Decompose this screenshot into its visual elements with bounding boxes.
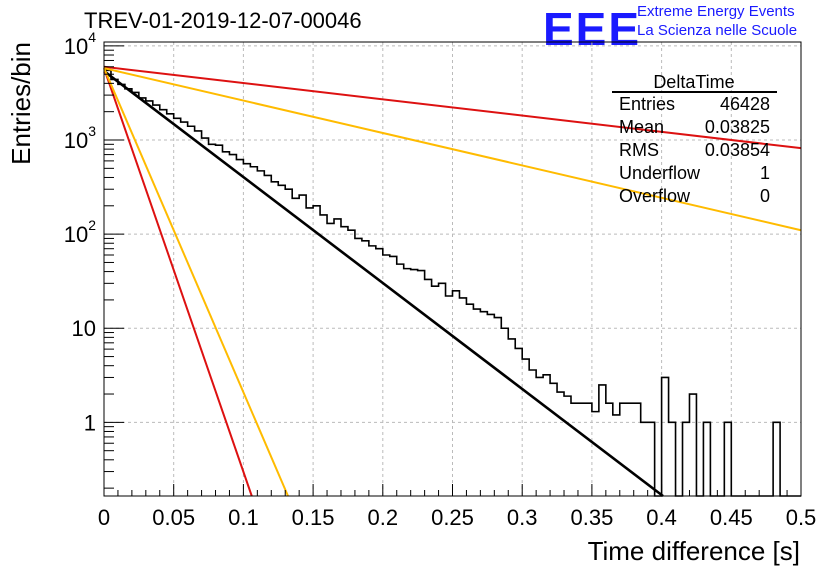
yellow-line-fast <box>103 67 289 497</box>
x-tick-label: 0 <box>98 505 110 530</box>
y-axis-label: Entries/bin <box>6 42 36 165</box>
org-name-line1: Extreme Energy Events <box>637 3 795 20</box>
x-axis: 0 0.05 0.1 0.15 0.2 0.25 0.3 0.35 0.4 0.45 0.5 <box>98 484 816 530</box>
stats-value: 1 <box>760 163 770 183</box>
x-tick-label: 0.3 <box>507 505 538 530</box>
fit-lines <box>103 65 802 498</box>
org-name-line2: La Scienza nelle Scuole <box>637 22 798 39</box>
stats-label: Overflow <box>619 186 691 206</box>
x-tick-label: 0.45 <box>710 505 753 530</box>
histogram-series <box>104 69 801 497</box>
y-tick-label: 10 <box>72 316 96 341</box>
stats-value: 46428 <box>720 94 770 114</box>
y-tick-label: 102 <box>64 217 96 247</box>
x-tick-label: 0.1 <box>228 505 259 530</box>
x-tick-label: 0.4 <box>646 505 677 530</box>
grid-lines <box>104 42 801 496</box>
stats-label: Entries <box>619 94 675 114</box>
stats-value: 0.03825 <box>705 117 770 137</box>
stats-title: DeltaTime <box>653 72 734 92</box>
stats-label: Mean <box>619 117 664 137</box>
stats-value: 0 <box>760 186 770 206</box>
fit-line <box>103 70 664 498</box>
stats-label: RMS <box>619 140 659 160</box>
y-tick-label: 103 <box>64 123 96 153</box>
stats-value: 0.03854 <box>705 140 770 160</box>
x-tick-label: 0.5 <box>786 505 817 530</box>
red-line-slow <box>103 65 802 150</box>
histogram-bins <box>104 69 801 497</box>
y-tick-label: 1 <box>84 410 96 435</box>
x-tick-label: 0.15 <box>292 505 335 530</box>
x-tick-label: 0.25 <box>431 505 474 530</box>
x-tick-label: 0.2 <box>368 505 399 530</box>
stats-label: Underflow <box>619 163 701 183</box>
red-line-fast <box>103 67 253 497</box>
y-tick-label: 104 <box>64 29 96 59</box>
x-tick-label: 0.05 <box>152 505 195 530</box>
x-tick-label: 0.35 <box>570 505 613 530</box>
stats-box: DeltaTime Entries 46428 Mean 0.03825 RMS… <box>612 72 777 206</box>
x-axis-label: Time difference [s] <box>588 536 800 566</box>
y-tick-exponent: 4 <box>88 29 96 45</box>
yellow-line-slow <box>103 67 802 232</box>
y-tick-exponent: 3 <box>88 123 96 139</box>
y-tick-exponent: 2 <box>88 217 96 233</box>
chart-title: TREV-01-2019-12-07-00046 <box>84 8 362 33</box>
